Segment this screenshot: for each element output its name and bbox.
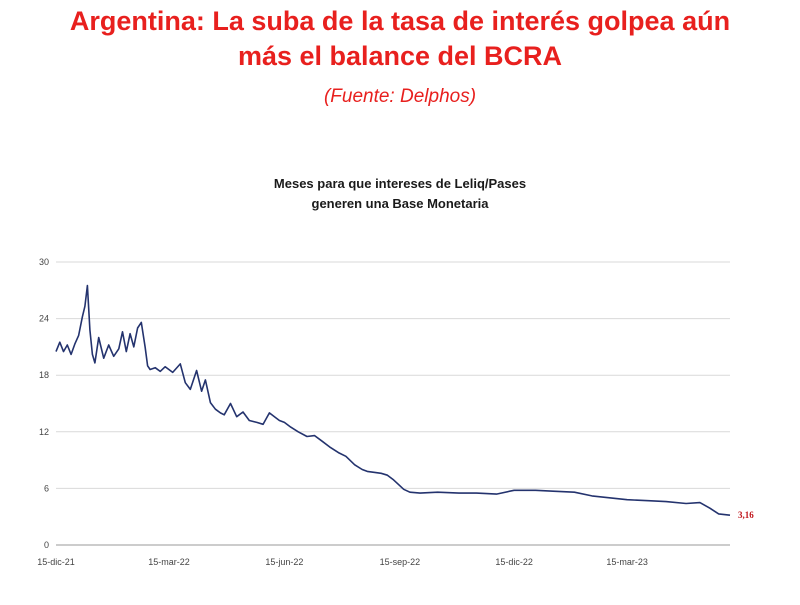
y-tick-label: 30: [39, 257, 49, 267]
y-tick-label: 6: [44, 483, 49, 493]
chart-title: Meses para que intereses de Leliq/Pases …: [0, 174, 800, 214]
headline-line-1: Argentina: La suba de la tasa de interés…: [69, 6, 731, 36]
y-tick-label: 18: [39, 370, 49, 380]
y-tick-label: 12: [39, 427, 49, 437]
headline: Argentina: La suba de la tasa de interés…: [0, 4, 800, 74]
x-tick-label: 15-dic-22: [495, 557, 533, 567]
x-axis-ticks: 15-dic-21 15-mar-22 15-jun-22 15-sep-22 15-d…: [37, 557, 648, 567]
x-tick-label: 15-mar-22: [148, 557, 190, 567]
x-tick-label: 15-jun-22: [265, 557, 303, 567]
y-tick-label: 0: [44, 540, 49, 550]
source-note: (Fuente: Delphos): [323, 86, 477, 107]
chart-title-line-1: Meses para que intereses de Leliq/Pases: [273, 176, 527, 191]
x-tick-label: 15-sep-22: [380, 557, 421, 567]
x-tick-label: 15-mar-23: [606, 557, 648, 567]
chart-title-line-2: generen una Base Monetaria: [311, 196, 489, 211]
series-line: [55, 284, 731, 516]
grid-lines: [56, 261, 730, 546]
y-tick-label: 24: [39, 314, 49, 324]
series-layer: [55, 284, 731, 516]
x-tick-label: 15-dic-21: [37, 557, 75, 567]
end-value-label: 3,16: [738, 510, 754, 520]
y-axis-ticks: 0 6 12 18 24 30: [39, 257, 49, 550]
headline-line-2: más el balance del BCRA: [237, 41, 563, 71]
